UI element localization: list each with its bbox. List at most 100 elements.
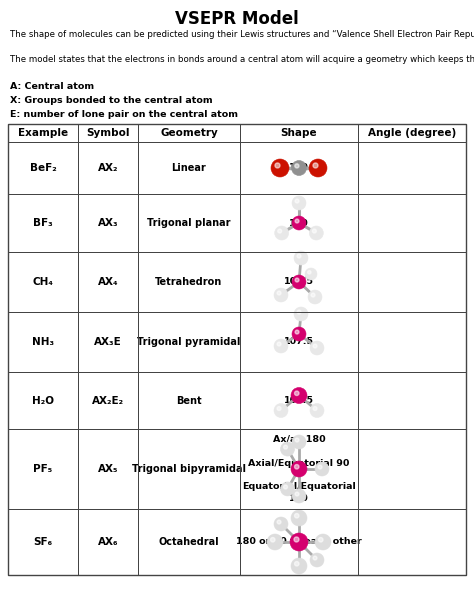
- Circle shape: [283, 445, 288, 449]
- Bar: [138, 142, 240, 194]
- Bar: [138, 372, 240, 429]
- Circle shape: [292, 327, 306, 341]
- Bar: [138, 252, 240, 312]
- Circle shape: [295, 164, 299, 168]
- Text: H₂O: H₂O: [32, 395, 54, 406]
- Text: Angle (degree): Angle (degree): [368, 128, 456, 138]
- Bar: [8, 509, 78, 575]
- Circle shape: [291, 387, 307, 403]
- Text: BF₃: BF₃: [33, 218, 53, 228]
- Circle shape: [318, 465, 322, 469]
- Circle shape: [275, 163, 280, 168]
- Circle shape: [292, 275, 306, 289]
- Circle shape: [292, 489, 306, 503]
- Text: 120: 120: [289, 218, 309, 227]
- Circle shape: [295, 492, 299, 496]
- Circle shape: [295, 219, 299, 223]
- Text: BeF₂: BeF₂: [29, 163, 56, 173]
- Circle shape: [274, 517, 288, 531]
- Circle shape: [308, 271, 311, 274]
- Text: Example: Example: [18, 128, 68, 138]
- Circle shape: [292, 435, 306, 449]
- Text: Octahedral: Octahedral: [159, 537, 219, 547]
- Circle shape: [294, 514, 299, 518]
- Bar: [78, 252, 138, 312]
- Text: Shape: Shape: [281, 128, 317, 138]
- Bar: [240, 509, 358, 575]
- Circle shape: [295, 199, 299, 203]
- Bar: [78, 124, 138, 142]
- Bar: [8, 124, 78, 142]
- Text: VSEPR Model: VSEPR Model: [175, 10, 299, 28]
- Bar: [358, 252, 466, 312]
- Text: Trigonal bipyramidal: Trigonal bipyramidal: [132, 464, 246, 474]
- Circle shape: [274, 288, 288, 302]
- Circle shape: [277, 291, 281, 295]
- Bar: [240, 312, 358, 372]
- Circle shape: [267, 534, 283, 550]
- Text: AX₃: AX₃: [98, 218, 118, 228]
- Bar: [358, 372, 466, 429]
- Bar: [8, 312, 78, 372]
- Bar: [358, 194, 466, 252]
- Bar: [240, 142, 358, 194]
- Circle shape: [281, 482, 294, 496]
- Circle shape: [294, 307, 308, 321]
- Text: A: Central atom: A: Central atom: [10, 82, 94, 91]
- Bar: [8, 142, 78, 194]
- Text: NH₃: NH₃: [32, 337, 54, 347]
- Circle shape: [291, 461, 307, 477]
- Text: 180: 180: [289, 164, 309, 172]
- Circle shape: [313, 344, 317, 348]
- Text: The shape of molecules can be predicted using their Lewis structures and “Valenc: The shape of molecules can be predicted …: [10, 30, 474, 39]
- Circle shape: [271, 159, 289, 177]
- Circle shape: [305, 268, 317, 280]
- Circle shape: [291, 558, 307, 574]
- Bar: [138, 124, 240, 142]
- Circle shape: [313, 556, 317, 560]
- Text: SF₆: SF₆: [34, 537, 53, 547]
- Text: X: Groups bonded to the central atom: X: Groups bonded to the central atom: [10, 96, 213, 105]
- Circle shape: [310, 403, 324, 417]
- Circle shape: [274, 339, 288, 353]
- Circle shape: [281, 442, 294, 456]
- Circle shape: [294, 391, 299, 395]
- Bar: [138, 312, 240, 372]
- Text: 104.5: 104.5: [284, 396, 314, 405]
- Text: AX₅: AX₅: [98, 464, 118, 474]
- Bar: [78, 142, 138, 194]
- Circle shape: [312, 229, 316, 233]
- Text: The model states that the electrons in bonds around a central atom will acquire : The model states that the electrons in b…: [10, 55, 474, 64]
- Bar: [358, 509, 466, 575]
- Circle shape: [294, 537, 299, 542]
- Bar: [138, 194, 240, 252]
- Text: 107.5: 107.5: [284, 338, 314, 346]
- Text: 109.5: 109.5: [284, 278, 314, 286]
- Text: Symbol: Symbol: [86, 128, 130, 138]
- Circle shape: [297, 254, 301, 258]
- Text: Tetrahedron: Tetrahedron: [155, 277, 223, 287]
- Circle shape: [290, 533, 308, 551]
- Text: 180 or 90 to each other: 180 or 90 to each other: [236, 538, 362, 547]
- Bar: [138, 509, 240, 575]
- Bar: [78, 312, 138, 372]
- Circle shape: [294, 562, 299, 566]
- Text: Geometry: Geometry: [160, 128, 218, 138]
- Circle shape: [294, 465, 299, 469]
- Circle shape: [295, 278, 299, 282]
- Circle shape: [313, 163, 318, 168]
- Circle shape: [271, 538, 275, 542]
- Text: CH₄: CH₄: [33, 277, 54, 287]
- Circle shape: [295, 438, 299, 442]
- Bar: [8, 194, 78, 252]
- Bar: [8, 429, 78, 509]
- Circle shape: [310, 226, 323, 240]
- Text: AX₂: AX₂: [98, 163, 118, 173]
- Circle shape: [292, 196, 306, 210]
- Circle shape: [315, 534, 331, 550]
- Bar: [78, 509, 138, 575]
- Bar: [78, 429, 138, 509]
- Text: E: number of lone pair on the central atom: E: number of lone pair on the central at…: [10, 110, 238, 119]
- Circle shape: [292, 161, 307, 175]
- Circle shape: [277, 406, 281, 411]
